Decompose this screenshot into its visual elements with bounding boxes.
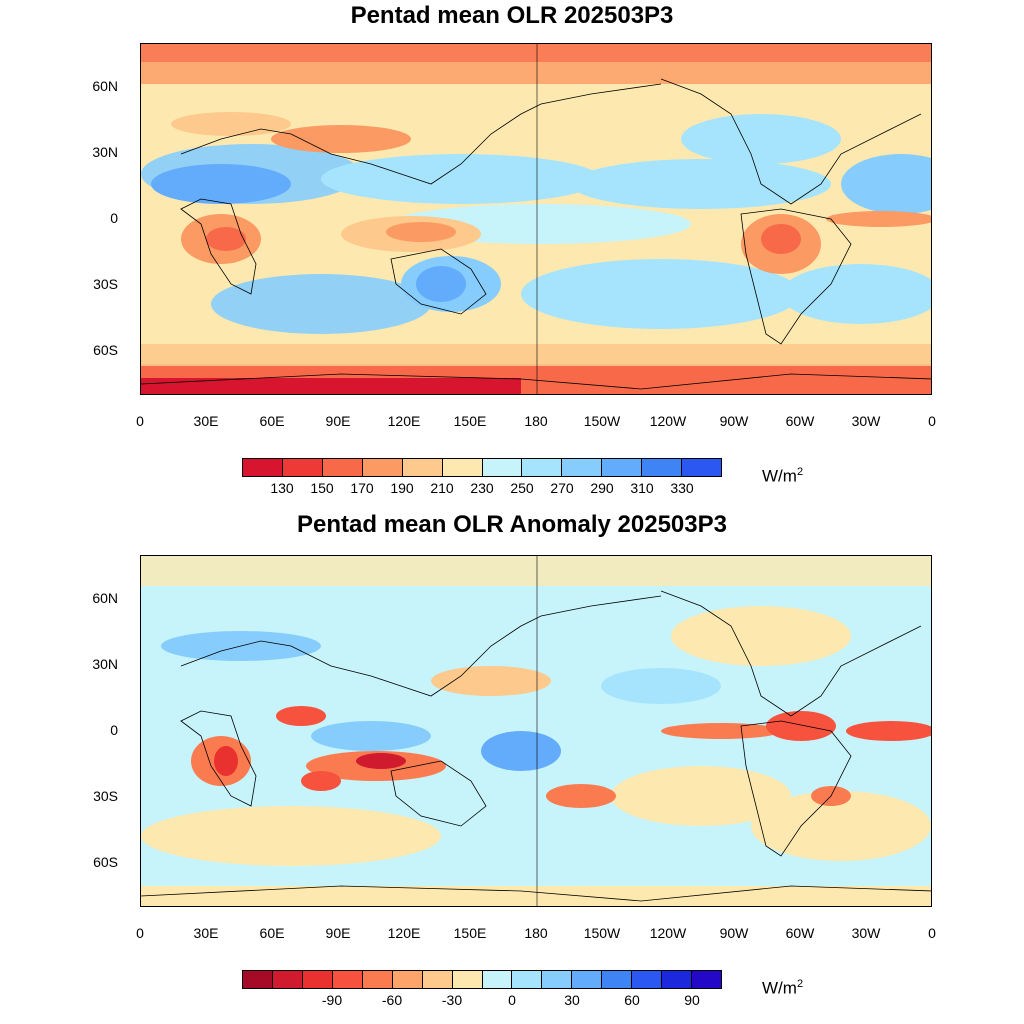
colorbar-swatch [402,459,443,476]
lon-label: 120W [649,925,687,941]
colorbar-tick-label: -60 [381,992,403,1008]
lon-label: 90W [719,413,749,429]
lon-label: 90W [719,925,749,941]
colorbar-tick-label: 190 [390,480,414,496]
colorbar-tick-label: 90 [684,992,700,1008]
colorbar-tick-label: 170 [350,480,374,496]
colorbar-tick-label: 210 [430,480,454,496]
lat-label: 30S [93,788,118,804]
olr-colorbar [242,458,722,477]
colorbar-tick-label: -90 [321,992,343,1008]
colorbar-swatch [243,971,273,988]
lon-label: 30W [851,413,881,429]
map2-title: Pentad mean OLR Anomaly 202503P3 [297,511,727,538]
lat-label: 60N [92,78,118,94]
lon-label: 90E [325,413,351,429]
colorbar-tick-label: -30 [441,992,463,1008]
olr-anomaly-map-panel [140,555,932,907]
lon-label: 120E [387,413,421,429]
lon-label: 30W [851,925,881,941]
lat-label: 30N [92,144,118,160]
olr-anomaly-units: W/m2 [762,978,804,998]
olr-map-field [141,44,931,394]
colorbar-tick-label: 0 [508,992,516,1008]
colorbar-swatch [662,971,693,988]
colorbar-swatch [682,459,722,476]
lon-label: 150E [453,925,487,941]
colorbar-swatch [482,971,513,988]
colorbar-swatch [632,971,663,988]
lat-label: 30S [93,276,118,292]
lon-label: 60W [785,413,815,429]
colorbar-swatch [642,459,683,476]
colorbar-swatch [282,459,323,476]
colorbar-swatch [272,971,303,988]
lat-label: 60N [92,590,118,606]
lat-label: 60S [93,342,118,358]
colorbar-tick-label: 30 [564,992,580,1008]
lon-label: 0 [136,413,144,429]
olr-units: W/m2 [762,466,804,486]
lon-label: 60E [259,413,285,429]
colorbar-tick-label: 130 [270,480,294,496]
colorbar-tick-label: 60 [624,992,640,1008]
olr-map-panel [140,43,932,395]
lat-label: 0 [110,210,118,226]
colorbar-swatch [602,971,633,988]
colorbar-tick-label: 330 [670,480,694,496]
colorbar-swatch [692,971,721,988]
colorbar-swatch [522,459,563,476]
lat-label: 60S [93,854,118,870]
lon-label: 0 [928,925,936,941]
colorbar-swatch [452,971,483,988]
colorbar-tick-label: 310 [630,480,654,496]
colorbar-swatch [362,459,403,476]
olr-anomaly-map-field [141,556,931,906]
colorbar-swatch [243,459,283,476]
colorbar-swatch [362,971,393,988]
map1-title: Pentad mean OLR 202503P3 [350,2,674,29]
colorbar-swatch [302,971,333,988]
olr-anomaly-colorbar [242,970,722,989]
colorbar-swatch [512,971,543,988]
lon-label: 120W [649,413,687,429]
colorbar-tick-label: 150 [310,480,334,496]
colorbar-tick-label: 290 [590,480,614,496]
lon-label: 0 [928,413,936,429]
colorbar-swatch [392,971,423,988]
colorbar-swatch [482,459,523,476]
lon-label: 120E [387,925,421,941]
lon-label: 0 [136,925,144,941]
colorbar-swatch [332,971,363,988]
colorbar-swatch [422,971,453,988]
lon-label: 180 [524,925,548,941]
lon-label: 30E [193,413,219,429]
lon-label: 150E [453,413,487,429]
colorbar-swatch [572,971,603,988]
colorbar-swatch [602,459,643,476]
lon-label: 60E [259,925,285,941]
lat-label: 30N [92,656,118,672]
lon-label: 90E [325,925,351,941]
lon-label: 60W [785,925,815,941]
lon-label: 150W [583,925,621,941]
lon-label: 150W [583,413,621,429]
colorbar-swatch [542,971,573,988]
colorbar-swatch [322,459,363,476]
lat-label: 0 [110,722,118,738]
colorbar-swatch [442,459,483,476]
colorbar-tick-label: 250 [510,480,534,496]
colorbar-tick-label: 230 [470,480,494,496]
colorbar-swatch [562,459,603,476]
lon-label: 180 [524,413,548,429]
colorbar-tick-label: 270 [550,480,574,496]
lon-label: 30E [193,925,219,941]
